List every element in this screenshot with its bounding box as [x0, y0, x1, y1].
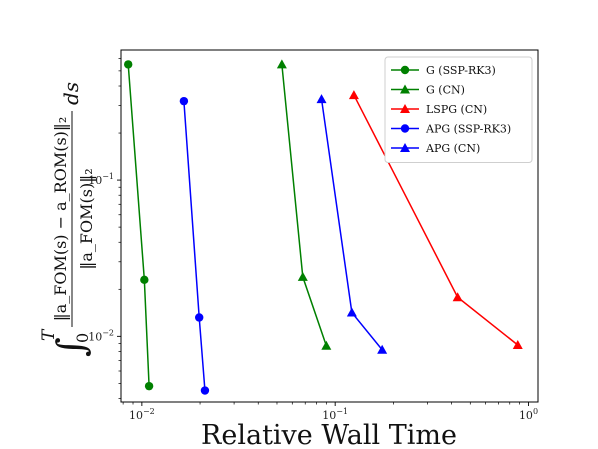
plot-area	[120, 49, 539, 403]
legend-label: APG (SSP-RK3)	[425, 123, 511, 136]
legend-marker	[400, 84, 410, 94]
data-point	[346, 307, 357, 317]
legend-marker	[400, 124, 410, 133]
y-tick-label: 10−2	[88, 328, 114, 343]
series-0	[124, 60, 154, 391]
y-label-upper: T	[39, 328, 59, 341]
x-tick-label: 10−2	[129, 407, 155, 422]
data-point	[348, 90, 359, 100]
legend-marker	[400, 65, 410, 75]
legend-label: LSPG (CN)	[426, 103, 487, 116]
legend-box	[384, 56, 533, 163]
series-4	[316, 94, 388, 354]
data-series	[124, 59, 523, 395]
y-label-numerator: ‖a_FOM(s) − a_ROM(s)‖₂	[51, 117, 70, 322]
legend: G (SSP-RK3) G (CN) LSPG (CN) APG (SSP-RK3) A…	[384, 56, 533, 163]
legend-marker	[400, 143, 410, 152]
series-3	[179, 96, 210, 395]
data-point	[200, 386, 210, 395]
y-label-lower: 0	[73, 333, 92, 343]
x-tick-label: 100	[519, 407, 538, 422]
y-label-denominator: ‖a_FOM(s)‖₂	[77, 168, 96, 269]
data-point	[124, 60, 133, 69]
data-point	[377, 344, 388, 354]
legend-label: G (CN)	[426, 84, 465, 97]
data-point	[276, 59, 287, 69]
legend-label: APG (CN)	[425, 142, 480, 155]
series-line	[281, 64, 328, 347]
series-line	[183, 101, 206, 391]
y-axis-label: ∫T 0 ‖a_FOM(s) − a_ROM(s)‖₂ ‖a_FOM(s)‖₂ ds	[39, 82, 96, 357]
legend-label: G (SSP-RK3)	[426, 64, 496, 77]
series-line	[127, 64, 150, 387]
legend-marker	[400, 104, 410, 113]
data-point	[316, 94, 327, 104]
y-label-ds: ds	[59, 82, 83, 105]
x-axis-label: Relative Wall Time	[201, 420, 457, 449]
y-tick-label: 10−1	[88, 172, 114, 187]
y-label-integral: ∫	[49, 337, 93, 357]
series-1	[276, 59, 332, 350]
data-point	[321, 340, 332, 350]
data-point	[195, 313, 204, 322]
data-point	[297, 271, 308, 281]
data-point	[144, 381, 154, 391]
data-point	[452, 292, 463, 302]
axis-ticks: 10−2 10−1 100 10−2 10−1	[88, 58, 538, 422]
x-tick-label: 10−1	[322, 407, 348, 422]
data-point	[140, 275, 149, 285]
y-axis-label-expression: ∫T 0 ‖a_FOM(s) − a_ROM(s)‖₂ ‖a_FOM(s)‖₂ ds	[39, 82, 96, 357]
data-point	[512, 340, 523, 350]
data-point	[179, 96, 189, 106]
